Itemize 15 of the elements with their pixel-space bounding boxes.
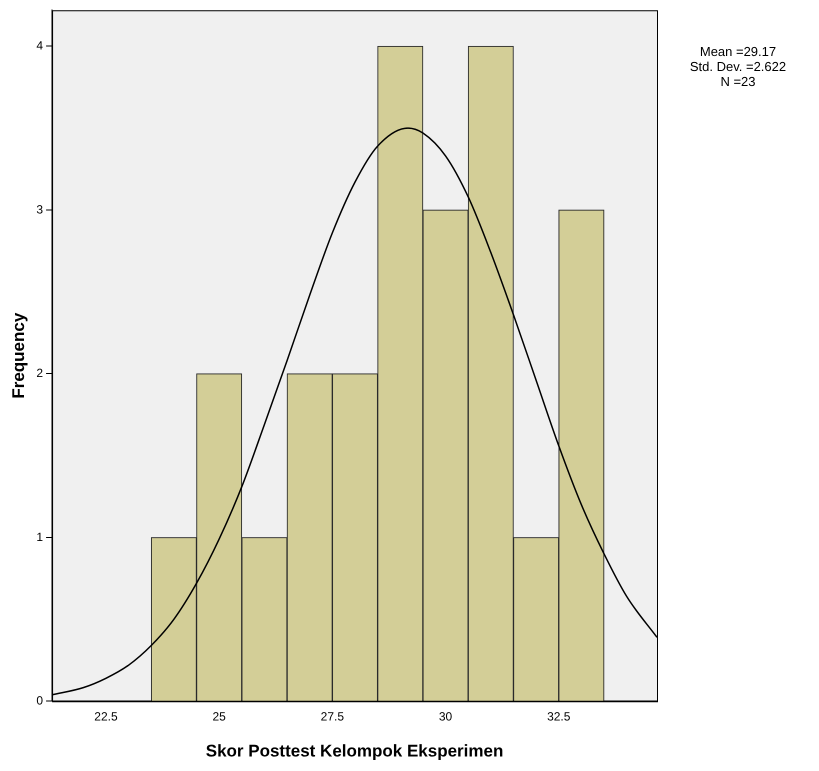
x-axis-title: Skor Posttest Kelompok Eksperimen [206, 741, 504, 760]
x-tick-label: 25 [212, 710, 226, 724]
y-tick-label: 0 [36, 694, 44, 708]
x-tick-label: 22.5 [94, 710, 118, 724]
y-tick-label: 1 [36, 530, 44, 544]
text: Mean =29.17 [698, 44, 778, 59]
y-axis-title: Frequency [8, 312, 28, 399]
y-tick-label: 3 [36, 202, 44, 216]
text: Std. Dev. =2.622 [688, 59, 788, 74]
y-tick-label: 2 [36, 366, 44, 380]
y-tick-label: 4 [36, 38, 44, 53]
text: N =23 [719, 74, 757, 89]
x-tick-label: 30 [438, 710, 453, 724]
x-tick-label: 32.5 [547, 710, 571, 724]
x-tick-label: 27.5 [320, 710, 344, 724]
